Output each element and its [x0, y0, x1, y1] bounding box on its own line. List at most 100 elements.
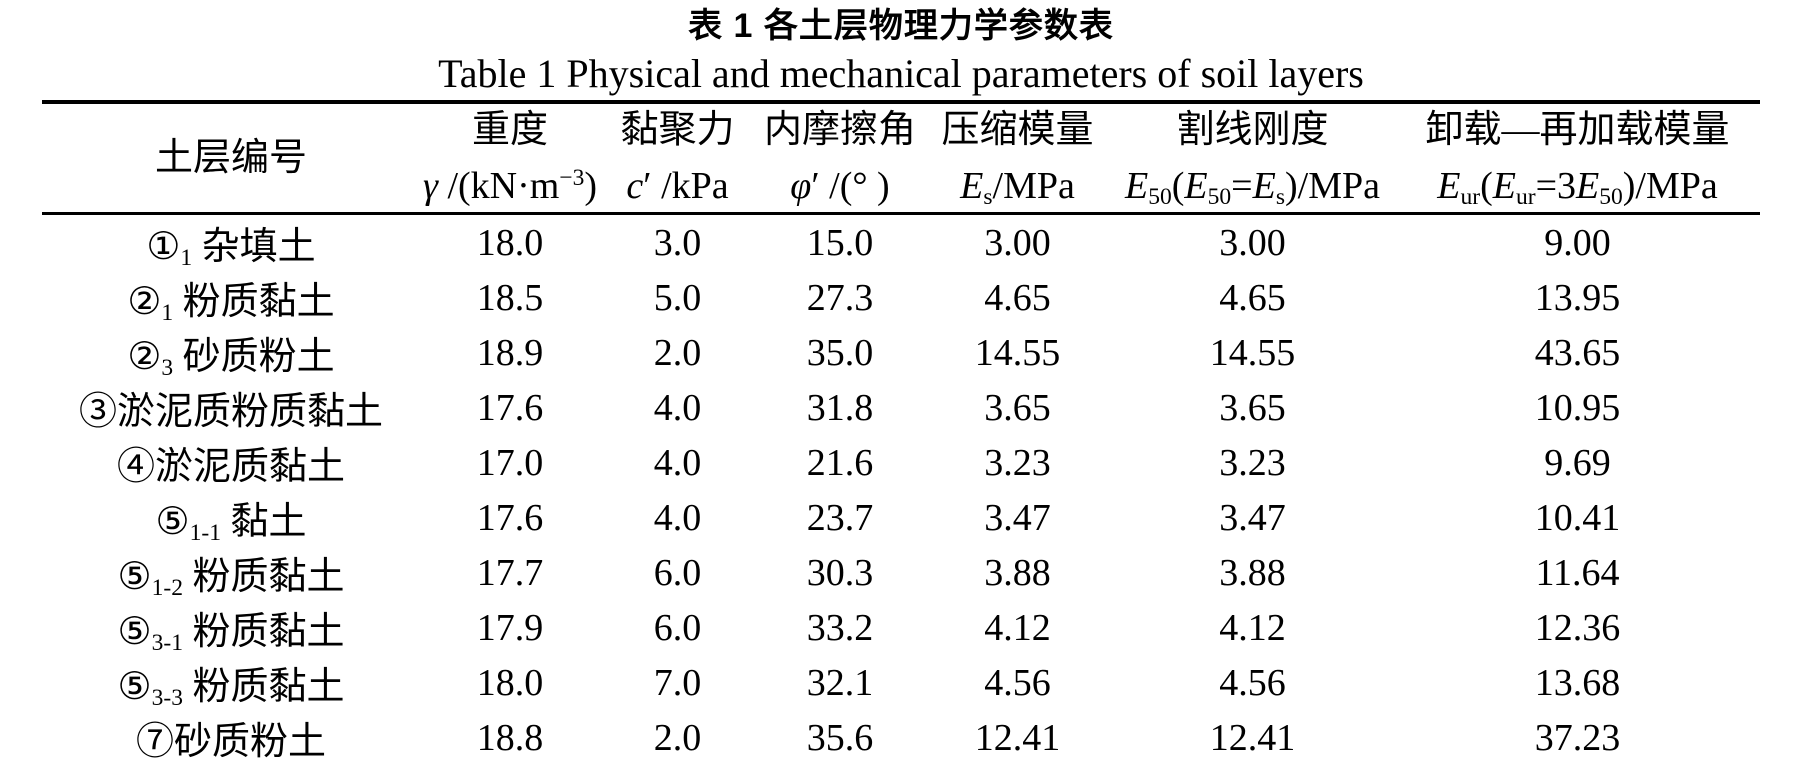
cell-internal-friction-angle: 31.8	[806, 386, 874, 429]
cell-cohesion: 3.0	[653, 221, 702, 264]
cell-unloading-reloading-modulus: 13.68	[1534, 661, 1621, 704]
row-label-soil-layer: ②3 砂质粉土	[127, 336, 335, 381]
cell-secant-stiffness: 14.55	[1209, 331, 1296, 374]
column-unit: Eur(Eur=3E50)/MPa	[1437, 165, 1718, 210]
cell-cohesion: 4.0	[653, 441, 702, 484]
column-unit: c′ /kPa	[626, 165, 729, 207]
soil-parameters-table: 土层编号 重度 γ /(kN·m−3) 黏聚力 c′ /kPa 内摩擦角 φ′ /(° ) 压…	[42, 100, 1760, 761]
column-header-stack: 黏聚力 c′ /kPa	[600, 109, 755, 207]
cell-internal-friction-angle: 21.6	[806, 441, 874, 484]
cell-cohesion: 7.0	[653, 661, 702, 704]
column-unit: Es/MPa	[960, 165, 1075, 210]
table-row: ①1 杂填土 18.0 3.0 15.0 3.00 3.00 9.00	[42, 214, 1760, 271]
cell-internal-friction-angle: 33.2	[806, 606, 874, 649]
column-unit: φ′ /(° )	[790, 165, 890, 207]
table-body: ①1 杂填土 18.0 3.0 15.0 3.00 3.00 9.00 ②1 粉质黏土 18.5…	[42, 214, 1760, 761]
cell-unit-weight: 17.7	[476, 551, 544, 594]
column-header-unloading-reloading-modulus: 卸载—再加载模量 Eur(Eur=3E50)/MPa	[1395, 102, 1760, 215]
table-row: ②1 粉质黏土 18.5 5.0 27.3 4.65 4.65 13.95	[42, 270, 1760, 325]
cell-compression-modulus: 4.65	[984, 276, 1051, 319]
cell-internal-friction-angle: 30.3	[806, 551, 874, 594]
table-row: ③淤泥质粉质黏土 17.6 4.0 31.8 3.65 3.65 10.95	[42, 380, 1760, 435]
cell-compression-modulus: 3.00	[984, 221, 1051, 264]
row-label-soil-layer: ⑤3-1 粉质黏土	[117, 611, 345, 656]
cell-unit-weight: 18.8	[476, 716, 544, 759]
column-title: 内摩擦角	[763, 109, 916, 151]
header-row: 土层编号 重度 γ /(kN·m−3) 黏聚力 c′ /kPa 内摩擦角 φ′ /(° ) 压…	[42, 102, 1760, 215]
cell-unloading-reloading-modulus: 10.95	[1534, 386, 1621, 429]
cell-secant-stiffness: 3.65	[1219, 386, 1286, 429]
cell-cohesion: 6.0	[653, 606, 702, 649]
column-header-soil-layer-id: 土层编号	[42, 102, 420, 215]
column-header-unit-weight: 重度 γ /(kN·m−3)	[420, 102, 600, 215]
cell-secant-stiffness: 3.88	[1219, 551, 1286, 594]
table-row: ⑤3-3 粉质黏土 18.0 7.0 32.1 4.56 4.56 13.68	[42, 655, 1760, 710]
cell-unloading-reloading-modulus: 10.41	[1534, 496, 1621, 539]
cell-secant-stiffness: 4.56	[1219, 661, 1286, 704]
cell-unloading-reloading-modulus: 12.36	[1534, 606, 1621, 649]
cell-compression-modulus: 3.65	[984, 386, 1051, 429]
cell-unloading-reloading-modulus: 9.69	[1544, 441, 1611, 484]
column-header-stack: 重度 γ /(kN·m−3)	[420, 109, 600, 207]
table-row: ⑦砂质粉土 18.8 2.0 35.6 12.41 12.41 37.23	[42, 710, 1760, 761]
cell-unloading-reloading-modulus: 43.65	[1534, 331, 1621, 374]
cell-internal-friction-angle: 32.1	[806, 661, 874, 704]
cell-compression-modulus: 3.47	[984, 496, 1051, 539]
table-caption-zh: 表 1 各土层物理力学参数表	[688, 7, 1114, 45]
cell-internal-friction-angle: 23.7	[806, 496, 874, 539]
row-label-soil-layer: ⑤3-3 粉质黏土	[117, 666, 345, 711]
cell-internal-friction-angle: 35.0	[806, 331, 874, 374]
row-label-soil-layer: ①1 杂填土	[146, 226, 316, 271]
cell-internal-friction-angle: 27.3	[806, 276, 874, 319]
cell-compression-modulus: 4.56	[984, 661, 1051, 704]
table-row: ④淤泥质黏土 17.0 4.0 21.6 3.23 3.23 9.69	[42, 435, 1760, 490]
cell-unit-weight: 17.9	[476, 606, 544, 649]
column-header-secant-stiffness: 割线刚度 E50(E50=Es)/MPa	[1110, 102, 1395, 215]
cell-internal-friction-angle: 15.0	[806, 221, 874, 264]
cell-cohesion: 2.0	[653, 716, 702, 759]
cell-unit-weight: 18.9	[476, 331, 544, 374]
table-header: 土层编号 重度 γ /(kN·m−3) 黏聚力 c′ /kPa 内摩擦角 φ′ /(° ) 压…	[42, 102, 1760, 215]
row-label-soil-layer: ⑦砂质粉土	[135, 721, 326, 761]
row-label-soil-layer: ⑤1-1 黏土	[155, 501, 307, 546]
cell-unit-weight: 18.5	[476, 276, 544, 319]
column-title: 卸载—再加载模量	[1425, 109, 1730, 151]
cell-secant-stiffness: 3.23	[1219, 441, 1286, 484]
cell-cohesion: 2.0	[653, 331, 702, 374]
cell-secant-stiffness: 4.65	[1219, 276, 1286, 319]
table-row: ⑤3-1 粉质黏土 17.9 6.0 33.2 4.12 4.12 12.36	[42, 600, 1760, 655]
column-title: 土层编号	[154, 137, 307, 179]
column-header-stack: 割线刚度 E50(E50=Es)/MPa	[1110, 109, 1395, 209]
cell-unit-weight: 17.6	[476, 496, 544, 539]
cell-unit-weight: 18.0	[476, 221, 544, 264]
cell-secant-stiffness: 4.12	[1219, 606, 1286, 649]
cell-secant-stiffness: 3.00	[1219, 221, 1286, 264]
cell-cohesion: 6.0	[653, 551, 702, 594]
column-title: 割线刚度	[1176, 109, 1329, 151]
cell-compression-modulus: 4.12	[984, 606, 1051, 649]
column-header-compression-modulus: 压缩模量 Es/MPa	[925, 102, 1110, 215]
cell-cohesion: 5.0	[653, 276, 702, 319]
cell-unloading-reloading-modulus: 37.23	[1534, 716, 1621, 759]
row-label-soil-layer: ⑤1-2 粉质黏土	[117, 556, 345, 601]
column-header-stack: 压缩模量 Es/MPa	[925, 109, 1110, 210]
cell-unloading-reloading-modulus: 11.64	[1535, 551, 1620, 594]
cell-unit-weight: 17.0	[476, 441, 544, 484]
cell-compression-modulus: 14.55	[974, 331, 1061, 374]
column-header-cohesion: 黏聚力 c′ /kPa	[600, 102, 755, 215]
cell-unloading-reloading-modulus: 13.95	[1534, 276, 1621, 319]
table-row: ⑤1-1 黏土 17.6 4.0 23.7 3.47 3.47 10.41	[42, 490, 1760, 545]
cell-compression-modulus: 3.23	[984, 441, 1051, 484]
cell-secant-stiffness: 12.41	[1209, 716, 1296, 759]
column-header-stack: 内摩擦角 φ′ /(° )	[755, 109, 925, 207]
column-title: 黏聚力	[620, 109, 735, 151]
table-row: ⑤1-2 粉质黏土 17.7 6.0 30.3 3.88 3.88 11.64	[42, 545, 1760, 600]
table-row: ②3 砂质粉土 18.9 2.0 35.0 14.55 14.55 43.65	[42, 325, 1760, 380]
cell-compression-modulus: 3.88	[984, 551, 1051, 594]
cell-unit-weight: 18.0	[476, 661, 544, 704]
cell-cohesion: 4.0	[653, 386, 702, 429]
row-label-soil-layer: ③淤泥质粉质黏土	[78, 391, 383, 433]
column-header-internal-friction-angle: 内摩擦角 φ′ /(° )	[755, 102, 925, 215]
column-title: 重度	[471, 109, 548, 151]
